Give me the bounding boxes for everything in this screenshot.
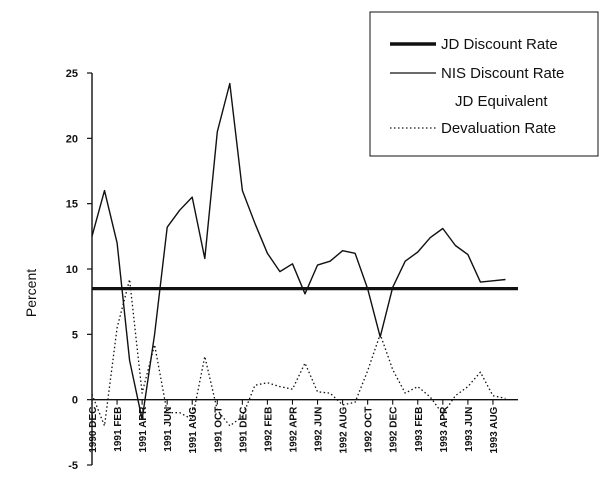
legend-label-nis-discount-rate: NIS Discount Rate <box>441 65 564 82</box>
legend-label-jd-discount-rate: JD Discount Rate <box>441 36 558 53</box>
x-tick-label: 1992 FEB <box>263 407 274 452</box>
x-tick-label: 1992 DEC <box>389 407 400 453</box>
x-tick-label: 1992 OCT <box>364 407 375 453</box>
series-line-devaluation-rate <box>91 278 506 427</box>
x-tick-label: 1991 OCT <box>213 407 224 453</box>
x-tick-label: 1991 FEB <box>113 407 124 452</box>
x-axis-ticks: 1990 DEC 1991 FEB 1991 APR 1991 JUN 1991 AUG… <box>88 399 500 454</box>
x-tick-label: 1991 DEC <box>238 407 249 453</box>
x-tick-label: 1992 JUN <box>314 407 325 452</box>
x-tick-label: 1991 APR <box>138 406 149 453</box>
y-tick-label: 5 <box>72 329 78 341</box>
x-tick-label: 1990 DEC <box>88 407 99 453</box>
y-tick-label: 10 <box>66 264 78 276</box>
legend: JD Discount Rate NIS Discount Rate JD Eq… <box>369 11 599 157</box>
y-tick-label: -5 <box>68 460 78 472</box>
x-tick-label: 1992 APR <box>288 406 299 453</box>
y-tick-label: 15 <box>66 199 78 211</box>
x-tick-label: 1992 AUG <box>339 406 350 453</box>
y-axis-label: Percent <box>23 269 39 317</box>
legend-label-devaluation-rate: Devaluation Rate <box>441 120 556 137</box>
y-tick-label: 25 <box>66 68 78 80</box>
y-axis-ticks: -5 0 5 10 15 20 25 <box>66 68 92 472</box>
legend-label-jd-equivalent: JD Equivalent <box>455 93 548 110</box>
x-tick-label: 1993 FEB <box>414 407 425 452</box>
y-tick-label: 20 <box>66 133 78 145</box>
series-lines <box>91 82 518 427</box>
series-line-nis-discount-rate <box>91 82 506 420</box>
legend-box <box>369 11 599 157</box>
x-tick-label: 1991 JUN <box>163 407 174 452</box>
x-tick-label: 1991 AUG <box>188 406 199 453</box>
x-tick-label: 1993 AUG <box>489 406 500 453</box>
x-tick-label: 1993 APR <box>439 406 450 453</box>
x-tick-label: 1993 JUN <box>464 407 475 452</box>
y-tick-label: 0 <box>72 395 78 407</box>
